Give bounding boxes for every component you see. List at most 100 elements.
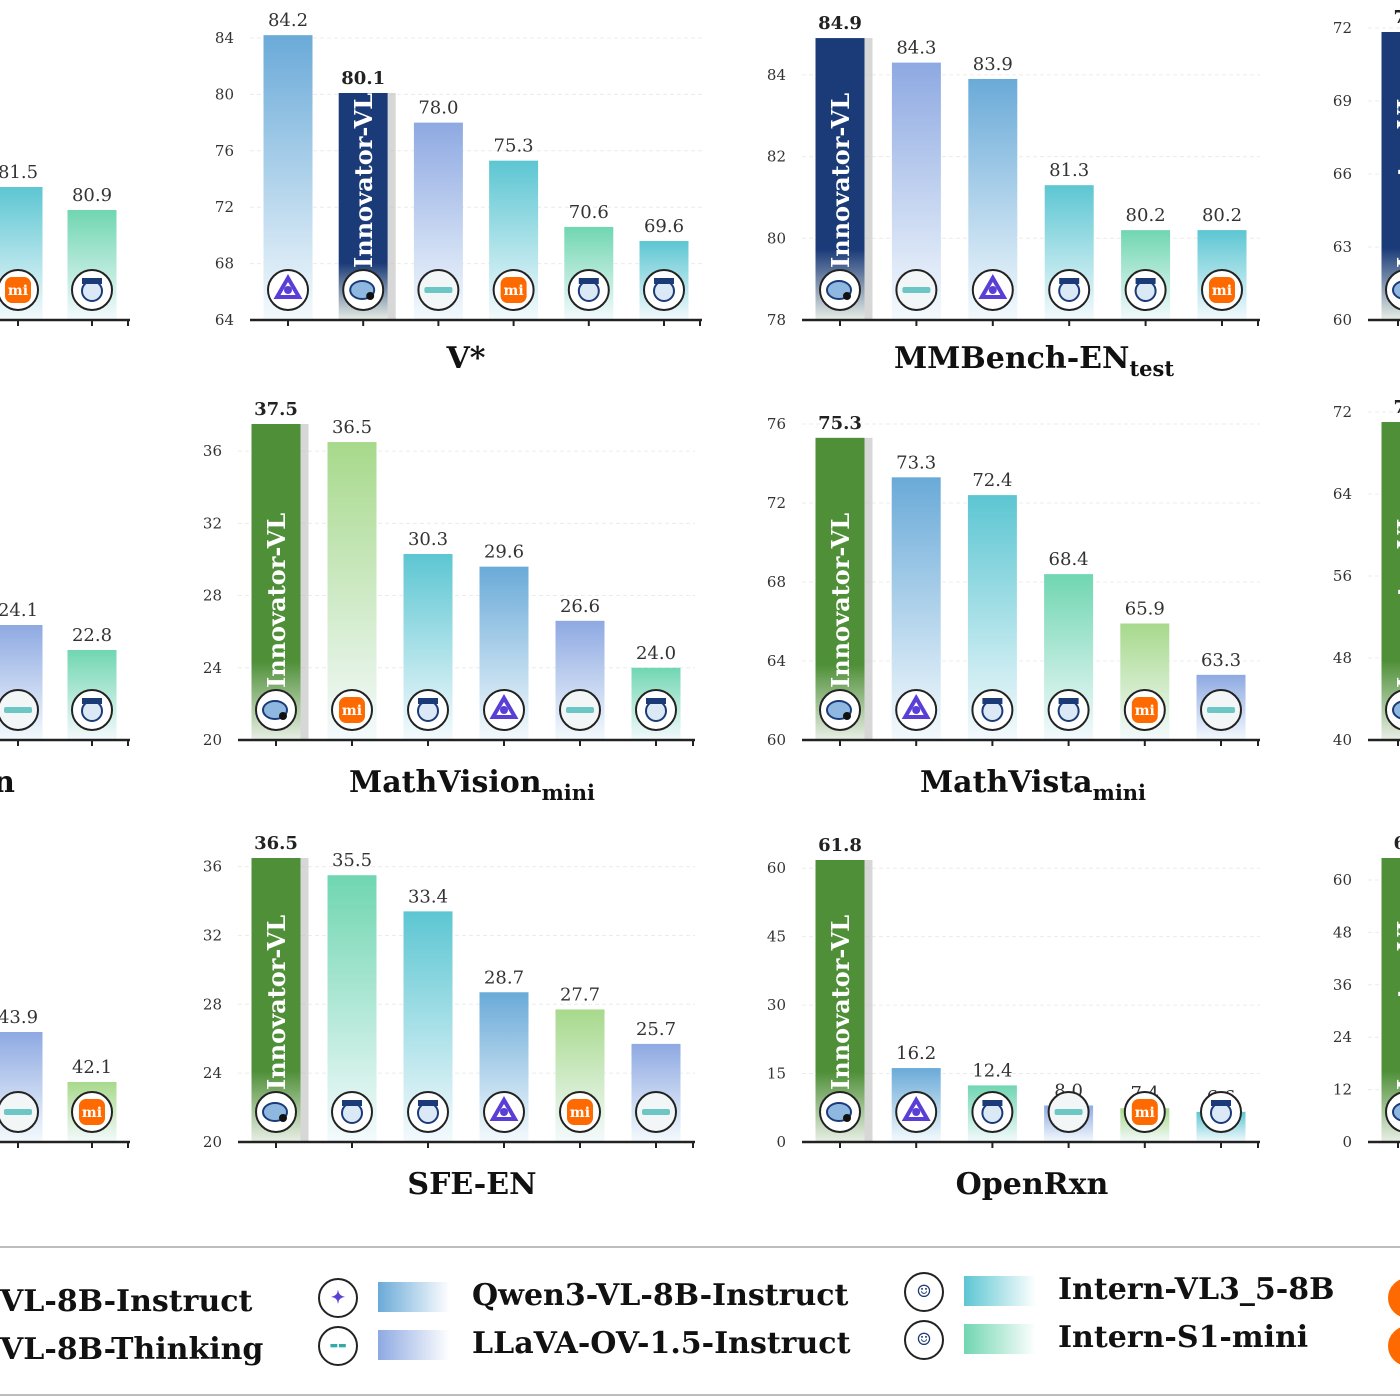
y-tick-label: 32 [203,926,222,944]
value-label: 29.6 [484,542,524,563]
legend-swatch-intern-s1 [964,1324,1036,1354]
y-tick-label: 84 [215,29,234,47]
value-label: 81.5 [0,162,38,183]
brain-icon [1385,1091,1400,1133]
innovator-bar-label: Innovator-VL [349,93,378,268]
icon-tile [500,277,527,303]
brain-icon [255,689,297,731]
y-tick-label: 0 [1342,1133,1352,1151]
y-tick-label: 36 [203,858,222,876]
value-label: 70 [1393,397,1400,418]
y-tick-label: 64 [215,311,234,329]
chart-title: MathVistamini [920,765,1146,805]
llava-logo-icon [0,1091,39,1133]
intern-mascot-icon [71,689,113,731]
value-label: 26.6 [560,596,600,617]
value-label: 24.0 [636,643,676,664]
intern-mascot-icon: ☺ [904,1320,944,1360]
y-tick-label: 36 [203,442,222,460]
y-tick-label: 84 [767,66,786,84]
value-label: 70.6 [569,202,609,223]
value-label: 37.5 [254,399,298,420]
y-tick-label: 82 [767,148,786,166]
y-tick-label: 48 [1333,649,1352,667]
intern-mascot-icon [1200,1091,1242,1133]
legend: VL-8B-Instruct VL-8B-Thinking ✦ Qwen3-VL… [0,1246,1400,1396]
value-label: 84.3 [896,38,936,59]
icon-hair [654,278,674,284]
y-tick-label: 24 [1333,1028,1352,1046]
y-tick-label: 40 [1333,731,1352,749]
qwen-logo-icon [483,689,525,731]
value-label: 72.4 [972,470,1012,491]
icon-mark [489,1096,519,1121]
intern-mascot-icon [407,689,449,731]
legend-item-intern-vl: ☺ Intern-VL3_5-8B [904,1272,1364,1316]
icon-mark [642,1109,670,1115]
y-tick-label: 80 [767,229,786,247]
icon-mark [1054,1109,1083,1115]
icon-dot [988,286,997,294]
icon-hair [1058,698,1079,704]
bar-shadow [864,860,873,1142]
xiaomi-logo-icon: mi [0,269,39,311]
y-tick-label: 72 [767,494,786,512]
value-label: 63.3 [1201,650,1241,671]
chart-title-subscript: test [1129,356,1174,381]
icon-mark [1207,707,1235,713]
llava-logo-icon [1200,689,1242,731]
qwen-logo-icon [895,689,938,731]
icon-mark [424,287,453,293]
value-label: 83.9 [973,54,1013,75]
icon-dot [843,1114,851,1122]
y-tick-label: 28 [203,587,222,605]
icon-hair [1211,1100,1231,1106]
intern-mascot-icon [1047,689,1090,731]
value-label: 80.2 [1126,205,1166,226]
icon-mark [4,707,32,713]
xiaomi-logo-icon: mi [1123,689,1166,731]
value-label: 33.4 [408,886,448,907]
icon-dot [912,1108,921,1116]
intern-mascot-icon [971,689,1014,731]
legend-item-intern-s1: ☺ Intern-S1-mini [904,1320,1364,1364]
icon-hair [342,1100,362,1106]
icon-tile [339,697,365,723]
intern-mascot-icon [331,1091,373,1133]
y-tick-label: 20 [203,731,222,749]
icon-hair [1135,278,1156,284]
icon-mark [273,274,303,299]
icon-mark [4,1109,32,1115]
icon-tile [567,1099,593,1125]
xiaomi-logo-icon: mi [331,689,373,731]
icon-tile [1131,1099,1158,1125]
y-tick-label: 68 [215,255,234,273]
chart-r2c3: 40 48 56 64 72 Innovator-VL 70 [1333,397,1400,749]
innovator-bar-label: Innovator-VL [1392,915,1400,1090]
icon-dot [843,292,851,300]
intern-mascot-icon [635,689,677,731]
qwen-logo-icon: ✦ [318,1278,358,1318]
intern-mascot-icon [1048,269,1091,311]
xiaomi-logo-icon [1388,1326,1400,1366]
y-tick-label: 32 [203,514,222,532]
chart-mmbench: 78 80 82 84 Innovator-VL 84.9 84.3 83.9 81.3 80.2… [767,13,1260,381]
llava-logo-icon: ▬▬ [318,1326,358,1366]
llava-logo-icon [635,1091,677,1133]
y-tick-label: 45 [767,928,786,946]
value-label: 27.7 [560,984,600,1005]
y-tick-label: 30 [767,996,786,1014]
icon-hair [578,278,599,284]
brain-icon [342,269,385,311]
qwen-logo-icon [971,269,1014,311]
y-tick-label: 60 [1333,311,1352,329]
value-label: 84.9 [818,13,862,34]
icon-glyph: mi [1135,703,1155,719]
chart-vstar: 64 68 72 76 80 84 84.2 Innovator-VL 80.1 78.0 75.3… [215,10,702,376]
icon-mark [901,1096,931,1121]
y-tick-label: 68 [767,573,786,591]
chart-title-main: MathVision [349,765,542,800]
bar-shadow [864,38,873,320]
icon-hair [82,698,102,704]
y-tick-label: 60 [767,731,786,749]
